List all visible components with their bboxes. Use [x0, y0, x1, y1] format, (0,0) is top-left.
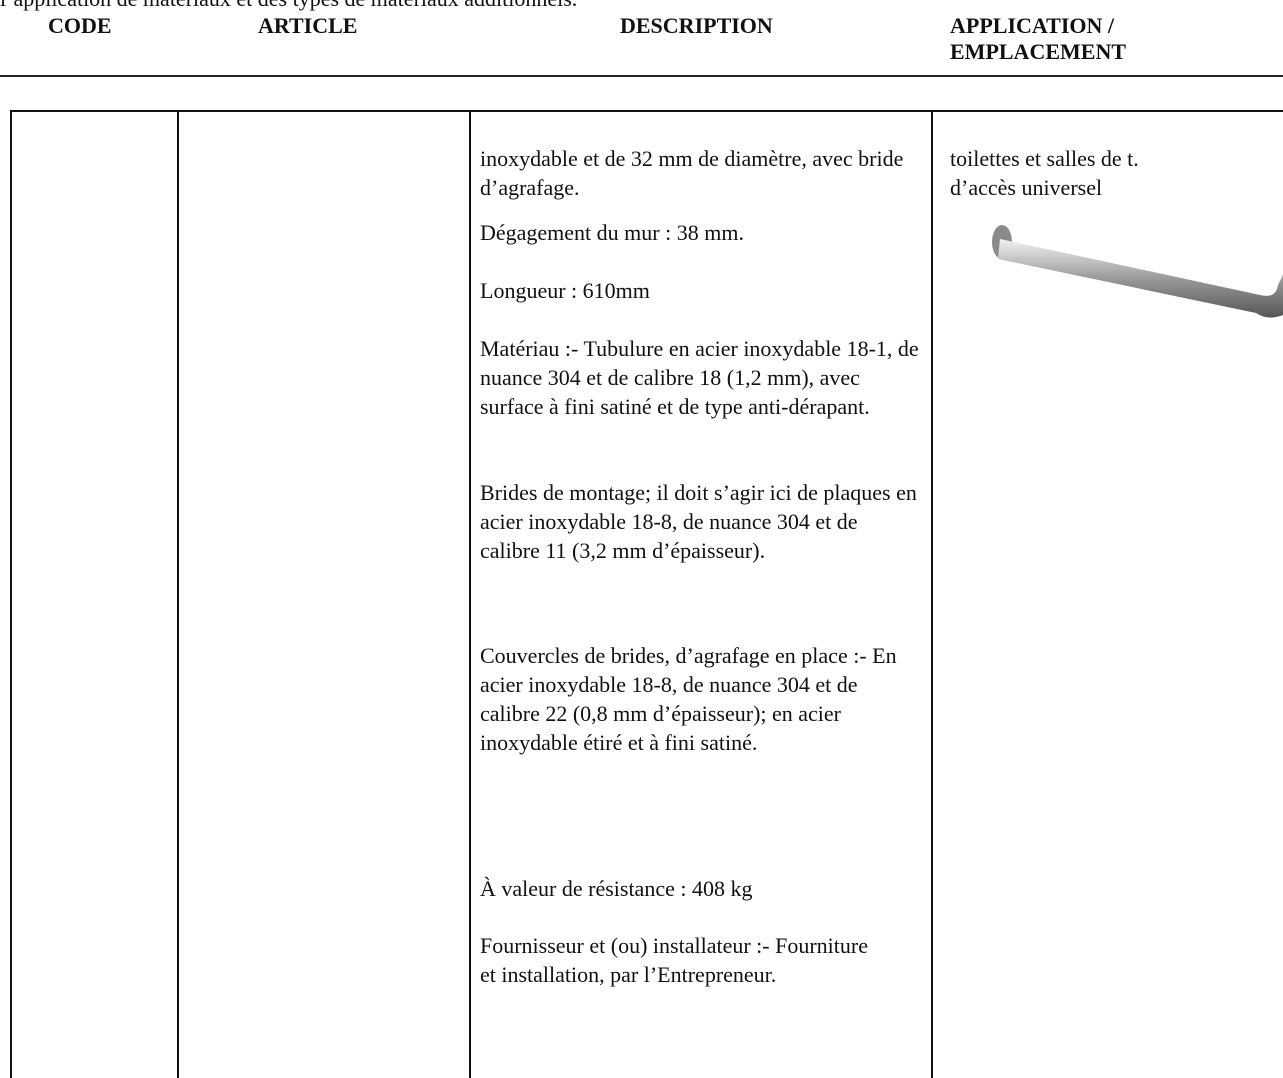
- column-header: CODE: [48, 13, 112, 38]
- description-paragraph: Matériau :- Tubulure en acier inoxydable…: [480, 336, 919, 419]
- description-paragraph: Longueur : 610mm: [480, 278, 650, 303]
- table-border: [469, 110, 471, 1078]
- description-paragraph: Dégagement du mur : 38 mm.: [480, 220, 744, 245]
- table-border: [931, 110, 933, 1078]
- description-paragraph: Fournisseur et (ou) installateur :- Four…: [480, 933, 868, 987]
- description-paragraph: inoxydable et de 32 mm de diamètre, avec…: [480, 146, 904, 200]
- application-line: d’accès universel: [950, 175, 1103, 200]
- column-header: ARTICLE: [258, 13, 358, 38]
- table-border: [10, 110, 12, 1078]
- column-header: APPLICATION / EMPLACEMENT: [950, 13, 1126, 64]
- description-paragraph: Brides de montage; il doit s’agir ici de…: [480, 480, 917, 563]
- intro-text: l’application de matériaux et des types …: [0, 0, 577, 12]
- grab-bar-image: [992, 225, 1283, 318]
- table-border: [177, 110, 179, 1078]
- table-border: [10, 110, 1283, 112]
- bar: [998, 239, 1283, 318]
- header-rule: [0, 75, 1283, 77]
- column-header: DESCRIPTION: [620, 13, 773, 38]
- application-line: toilettes et salles de t.: [950, 146, 1139, 171]
- description-paragraph: Couvercles de brides, d’agrafage en plac…: [480, 643, 897, 755]
- description-paragraph: À valeur de résistance : 408 kg: [480, 876, 753, 901]
